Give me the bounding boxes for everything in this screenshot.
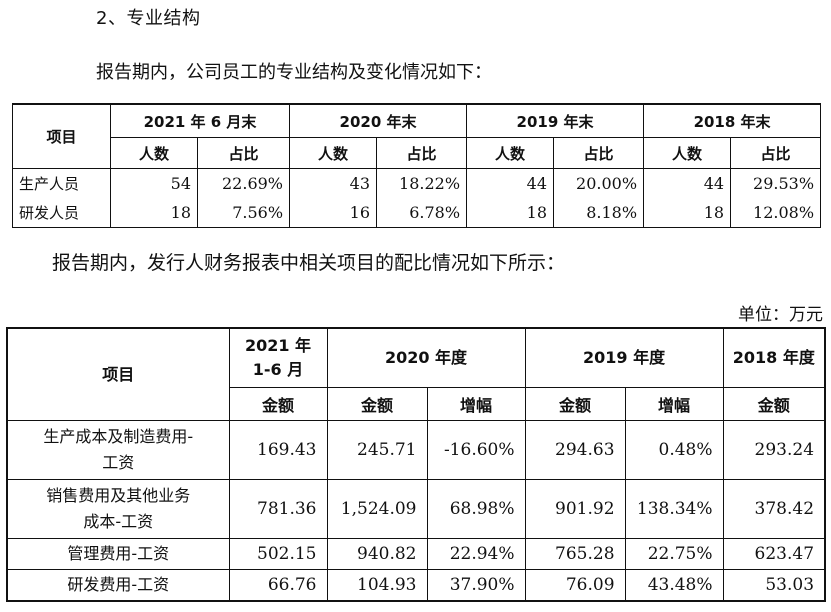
cell-growth: 68.98% <box>426 479 526 539</box>
staff-count-header: 人数 <box>643 137 732 169</box>
cell-amount: 245.71 <box>326 420 428 480</box>
row-label: 管理费用-工资 <box>6 538 230 570</box>
cell-count: 16 <box>289 198 378 228</box>
cell-amount: 104.93 <box>326 569 428 602</box>
row-label-line1: 生产成本及制造费用- <box>43 427 194 446</box>
cell-ratio: 6.78% <box>376 198 468 228</box>
staff-ratio-header: 占比 <box>196 137 291 169</box>
cell-amount: 378.42 <box>722 479 826 539</box>
amount-header: 金额 <box>722 387 826 421</box>
row-label: 销售费用及其他业务 成本-工资 <box>6 479 230 539</box>
staff-ratio-header: 占比 <box>376 137 468 169</box>
cell-amount: 781.36 <box>228 479 328 539</box>
cell-ratio: 20.00% <box>553 168 645 198</box>
cell-growth: 138.34% <box>624 479 724 539</box>
table-row: 生产人员 54 22.69% 43 18.22% 44 20.00% 44 29… <box>12 168 822 198</box>
cell-amount: 940.82 <box>326 538 428 570</box>
period-2021-line1: 2021 年 <box>244 336 312 355</box>
table-row: 生产成本及制造费用- 工资 169.43 245.71 -16.60% 294.… <box>6 420 826 480</box>
cell-amount: 293.24 <box>722 420 826 480</box>
row-label: 生产成本及制造费用- 工资 <box>6 420 230 480</box>
staff-count-header: 人数 <box>466 137 555 169</box>
staff-structure-table: 项目 2021 年 6 月末 2020 年末 2019 年末 2018 年末 人… <box>12 103 822 228</box>
cell-growth: 22.94% <box>426 538 526 570</box>
cost-item-header: 项目 <box>6 327 230 421</box>
staff-period-header: 2018 年末 <box>643 103 822 138</box>
cell-count: 18 <box>466 198 555 228</box>
cell-count: 43 <box>289 168 378 198</box>
staff-item-header: 项目 <box>12 103 111 169</box>
period-2021-line2: 1-6 月 <box>252 360 304 379</box>
cell-amount: 765.28 <box>524 538 626 570</box>
cell-ratio: 29.53% <box>730 168 822 198</box>
cell-amount: 66.76 <box>228 569 328 602</box>
staff-period-header: 2020 年末 <box>289 103 468 138</box>
row-label: 生产人员 <box>12 168 111 198</box>
staff-intro-text: 报告期内，公司员工的专业结构及变化情况如下： <box>96 62 492 83</box>
table-row: 销售费用及其他业务 成本-工资 781.36 1,524.09 68.98% 9… <box>6 479 826 539</box>
amount-header: 金额 <box>228 387 328 421</box>
cell-ratio: 18.22% <box>376 168 468 198</box>
cell-growth: 43.48% <box>624 569 724 602</box>
cost-period-2019-header: 2019 年度 <box>524 327 724 388</box>
table-row: 研发人员 18 7.56% 16 6.78% 18 8.18% 18 12.08… <box>12 198 822 228</box>
table-row: 研发费用-工资 66.76 104.93 37.90% 76.09 43.48%… <box>6 569 826 602</box>
staff-count-header: 人数 <box>110 137 198 169</box>
unit-label: 单位：万元 <box>738 305 823 325</box>
cost-period-2018-header: 2018 年度 <box>722 327 826 388</box>
cell-growth: 22.75% <box>624 538 724 570</box>
cell-amount: 169.43 <box>228 420 328 480</box>
cell-amount: 76.09 <box>524 569 626 602</box>
staff-count-header: 人数 <box>289 137 378 169</box>
amount-header: 金额 <box>326 387 428 421</box>
cell-ratio: 7.56% <box>196 198 291 228</box>
cell-count: 18 <box>643 198 732 228</box>
row-label-line2: 成本-工资 <box>83 512 154 531</box>
cell-count: 18 <box>110 198 198 228</box>
cell-count: 44 <box>466 168 555 198</box>
cell-amount: 901.92 <box>524 479 626 539</box>
cost-period-2021-header: 2021 年 1-6 月 <box>228 327 328 388</box>
growth-header: 增幅 <box>426 387 526 421</box>
amount-header: 金额 <box>524 387 626 421</box>
row-label: 研发费用-工资 <box>6 569 230 602</box>
row-label: 研发人员 <box>12 198 111 228</box>
cell-growth: -16.60% <box>426 420 526 480</box>
cell-amount: 1,524.09 <box>326 479 428 539</box>
growth-header: 增幅 <box>624 387 724 421</box>
cell-count: 54 <box>110 168 198 198</box>
cell-ratio: 22.69% <box>196 168 291 198</box>
cell-amount: 623.47 <box>722 538 826 570</box>
cell-growth: 0.48% <box>624 420 724 480</box>
cell-ratio: 12.08% <box>730 198 822 228</box>
table-row: 管理费用-工资 502.15 940.82 22.94% 765.28 22.7… <box>6 538 826 570</box>
cell-ratio: 8.18% <box>553 198 645 228</box>
cell-amount: 294.63 <box>524 420 626 480</box>
staff-period-header: 2019 年末 <box>466 103 645 138</box>
ratio-intro-text: 报告期内，发行人财务报表中相关项目的配比情况如下所示： <box>52 252 566 274</box>
staff-period-header: 2021 年 6 月末 <box>109 103 291 138</box>
row-label-line2: 工资 <box>102 453 135 472</box>
row-label-line1: 销售费用及其他业务 <box>46 486 191 505</box>
cost-period-2020-header: 2020 年度 <box>326 327 526 388</box>
cell-count: 44 <box>643 168 732 198</box>
cell-amount: 53.03 <box>722 569 826 602</box>
cell-growth: 37.90% <box>426 569 526 602</box>
cell-amount: 502.15 <box>228 538 328 570</box>
section-title: 2、专业结构 <box>96 8 201 29</box>
cost-ratio-table: 项目 2021 年 1-6 月 2020 年度 2019 年度 2018 年度 … <box>6 327 827 602</box>
staff-ratio-header: 占比 <box>730 137 822 169</box>
staff-ratio-header: 占比 <box>553 137 645 169</box>
